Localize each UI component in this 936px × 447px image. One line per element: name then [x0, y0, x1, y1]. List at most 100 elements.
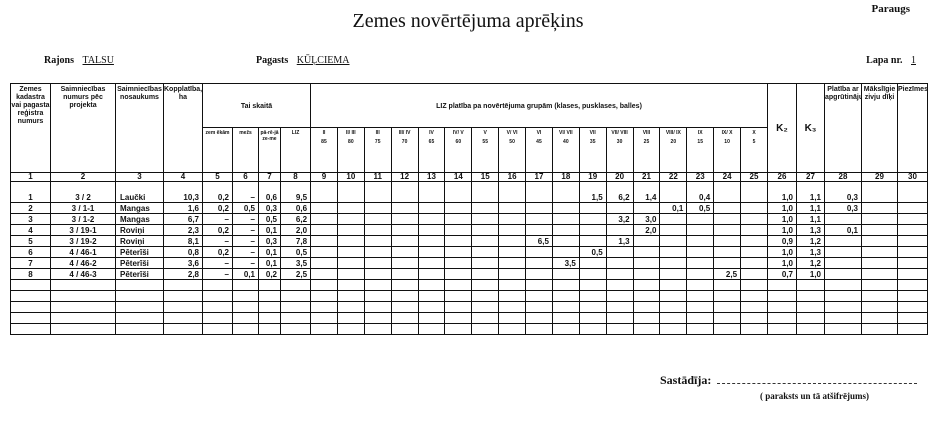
column-number: 7 — [258, 172, 281, 182]
table-cell-col-8: 2,5 — [279, 268, 312, 280]
group-points: 5 — [752, 139, 756, 145]
table-cell-col-26: 0,7 — [767, 268, 797, 280]
group-points: 75 — [374, 139, 381, 145]
empty-cell — [578, 290, 607, 302]
empty-cell — [740, 290, 768, 302]
table-cell-col-21 — [632, 257, 661, 269]
empty-cell — [444, 279, 473, 291]
column-number: 8 — [279, 172, 312, 182]
table-cell-col-3: Laučki — [115, 181, 164, 203]
empty-cell — [390, 279, 419, 291]
empty-cell — [659, 279, 688, 291]
table-cell-col-10 — [336, 235, 365, 247]
header-k2: K₂ — [767, 83, 797, 173]
table-cell-col-14 — [444, 202, 473, 214]
table-cell-col-14 — [444, 213, 473, 225]
table-cell-col-6: 0,1 — [232, 268, 259, 280]
table-cell-col-24 — [713, 213, 742, 225]
header-under-buildings: zem ēkām — [202, 127, 233, 173]
table-cell-col-26: 1,0 — [767, 213, 797, 225]
table-cell-col-9 — [310, 257, 338, 269]
empty-cell — [202, 323, 233, 335]
table-cell-col-11 — [363, 268, 392, 280]
empty-cell — [824, 323, 862, 335]
empty-cell — [713, 312, 742, 324]
table-cell-col-1: 2 — [10, 202, 51, 214]
table-cell-col-27: 1,2 — [796, 257, 825, 269]
table-cell-col-17 — [525, 224, 553, 236]
table-cell-col-4: 2,8 — [163, 268, 203, 280]
table-cell-col-27: 1,3 — [796, 246, 825, 258]
empty-cell — [796, 312, 825, 324]
empty-cell — [686, 290, 715, 302]
table-cell-col-12 — [390, 235, 419, 247]
empty-cell — [417, 301, 446, 313]
group-points: 20 — [670, 139, 677, 145]
table-cell-col-21 — [632, 246, 661, 258]
rajons-label: Rajons — [44, 55, 75, 66]
table-cell-col-20: 3,2 — [605, 213, 634, 225]
table-cell-col-22 — [659, 181, 688, 203]
table-cell-col-2: 3 / 19-2 — [50, 235, 116, 247]
group-points: 35 — [589, 139, 596, 145]
empty-cell — [258, 301, 281, 313]
table-cell-col-30 — [897, 181, 928, 203]
table-cell-col-8: 7,8 — [279, 235, 312, 247]
header-group-23: IX 15 — [686, 127, 715, 173]
table-cell-col-3: Pēterīši — [115, 257, 164, 269]
table-cell-col-4: 3,6 — [163, 257, 203, 269]
empty-cell — [258, 312, 281, 324]
empty-cell — [279, 279, 312, 291]
group-class: II — [322, 130, 326, 136]
empty-cell — [417, 323, 446, 335]
empty-cell — [202, 312, 233, 324]
table-cell-col-8: 3,5 — [279, 257, 312, 269]
table-cell-col-12 — [390, 246, 419, 258]
empty-cell — [796, 279, 825, 291]
table-cell-col-29 — [861, 268, 898, 280]
table-cell-col-10 — [336, 224, 365, 236]
table-cell-col-23: 0,4 — [686, 181, 715, 203]
empty-cell — [605, 301, 634, 313]
table-cell-col-10 — [336, 202, 365, 214]
empty-cell — [713, 323, 742, 335]
header-notes: Piezīmes — [897, 83, 928, 173]
table-cell-col-19: 0,5 — [578, 246, 607, 258]
empty-cell — [824, 312, 862, 324]
table-cell-col-10 — [336, 268, 365, 280]
empty-cell — [444, 290, 473, 302]
header-farm-number: Saimniecības numurs pēc projekta — [50, 83, 116, 173]
empty-cell — [740, 301, 768, 313]
table-cell-col-15 — [471, 257, 500, 269]
header-group-21: VIII 25 — [632, 127, 661, 173]
table-cell-col-9 — [310, 268, 338, 280]
table-cell-col-26: 1,0 — [767, 181, 797, 203]
empty-cell — [686, 323, 715, 335]
table-cell-col-5: – — [202, 257, 233, 269]
empty-cell — [232, 279, 259, 291]
rajons-field: Rajons TALSU — [44, 55, 120, 66]
empty-cell — [740, 312, 768, 324]
empty-cell — [232, 290, 259, 302]
empty-cell — [232, 312, 259, 324]
empty-cell — [279, 290, 312, 302]
table-cell-col-11 — [363, 202, 392, 214]
empty-cell — [767, 279, 797, 291]
table-cell-col-26: 1,0 — [767, 202, 797, 214]
table-cell-col-12 — [390, 224, 419, 236]
table-cell-col-26: 1,0 — [767, 257, 797, 269]
table-cell-col-8: 0,5 — [279, 246, 312, 258]
table-cell-col-5: – — [202, 268, 233, 280]
header-group-13: IV 65 — [417, 127, 446, 173]
empty-cell — [861, 323, 898, 335]
table-cell-col-30 — [897, 257, 928, 269]
table-cell-col-2: 4 / 46-1 — [50, 246, 116, 258]
header-group-19: VII 35 — [578, 127, 607, 173]
empty-cell — [232, 301, 259, 313]
table-cell-col-3: Mangas — [115, 213, 164, 225]
group-class: IV — [429, 130, 434, 136]
empty-cell — [824, 290, 862, 302]
table-cell-col-10 — [336, 213, 365, 225]
group-points: 10 — [724, 139, 730, 145]
